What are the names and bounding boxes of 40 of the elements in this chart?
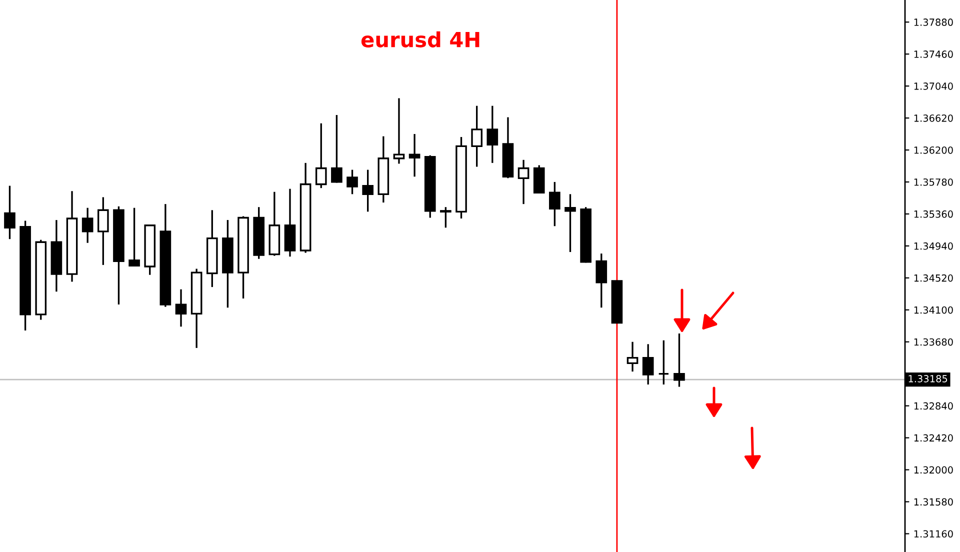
candlestick bbox=[393, 97, 405, 165]
y-tick-label: 1.37460 bbox=[914, 50, 953, 58]
candlestick bbox=[175, 288, 187, 328]
y-tick-label: 1.33680 bbox=[914, 338, 953, 346]
candlestick bbox=[486, 104, 498, 164]
ref-line-label: 1.33185 bbox=[908, 375, 948, 382]
candlestick bbox=[674, 332, 685, 388]
candlestick bbox=[549, 181, 560, 227]
candlestick bbox=[362, 168, 374, 212]
y-tick-label: 1.32420 bbox=[914, 434, 953, 442]
candlestick bbox=[315, 122, 327, 189]
y-tick-label: 1.31160 bbox=[914, 530, 953, 538]
y-tick-label: 1.32000 bbox=[914, 466, 953, 474]
candlestick bbox=[331, 114, 342, 184]
candlestick bbox=[97, 196, 109, 266]
candlestick bbox=[408, 133, 420, 178]
y-tick-label: 1.34940 bbox=[914, 242, 953, 250]
candlestick bbox=[128, 207, 140, 268]
y-tick-label: 1.34520 bbox=[914, 274, 953, 282]
y-tick-label: 1.32840 bbox=[914, 402, 953, 410]
candlestick bbox=[440, 206, 452, 228]
y-tick-label: 1.36200 bbox=[914, 146, 953, 154]
candlestick bbox=[82, 207, 94, 244]
candlestick bbox=[346, 168, 358, 195]
y-tick-label: 1.34100 bbox=[914, 306, 953, 314]
y-tick-label: 1.31580 bbox=[914, 498, 953, 506]
candlestick bbox=[564, 193, 576, 253]
y-tick-label: 1.35780 bbox=[914, 178, 953, 186]
candlestick bbox=[596, 252, 608, 308]
y-tick-label: 1.35360 bbox=[914, 210, 953, 218]
y-tick-label: 1.37040 bbox=[914, 82, 953, 90]
candlestick bbox=[4, 184, 16, 240]
text: eurusd 4H bbox=[361, 31, 480, 48]
candlestick bbox=[626, 341, 638, 372]
candlestick bbox=[471, 104, 482, 168]
y-tick-label: 1.37880 bbox=[914, 18, 953, 26]
candlestick bbox=[642, 343, 654, 386]
y-tick-label: 1.36620 bbox=[914, 114, 953, 122]
candlestick bbox=[518, 159, 530, 205]
candlestick bbox=[658, 340, 670, 386]
